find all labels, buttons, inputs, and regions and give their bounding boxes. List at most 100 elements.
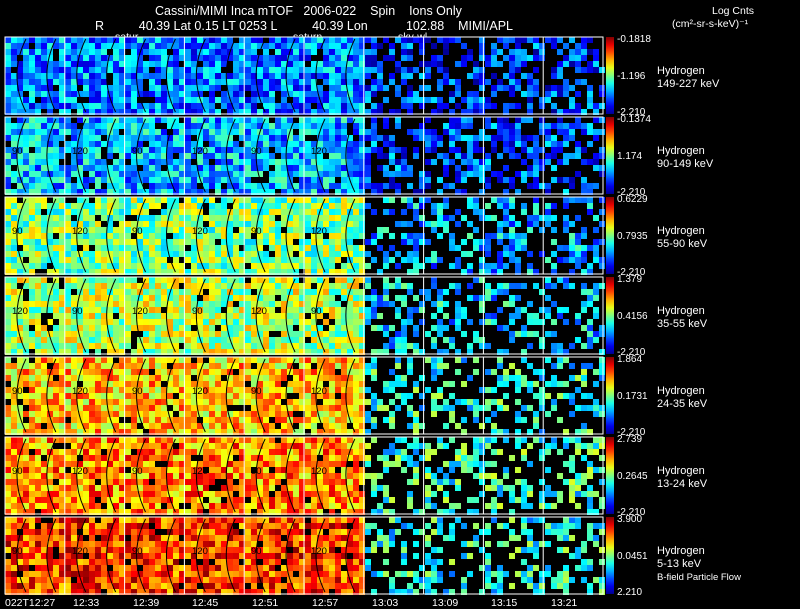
heatmap-cell — [155, 263, 161, 269]
heatmap-cell — [191, 301, 197, 307]
heatmap-cell — [65, 67, 71, 73]
heatmap-cell — [323, 117, 329, 123]
heatmap-cell — [203, 251, 209, 257]
heatmap-cell — [227, 325, 233, 331]
heatmap-cell — [455, 189, 461, 195]
heatmap-cell — [209, 123, 215, 129]
heatmap-cell — [335, 61, 341, 67]
heatmap-cell — [191, 269, 197, 275]
heatmap-cell — [71, 183, 77, 189]
heatmap-cell — [269, 189, 275, 195]
heatmap-cell — [125, 239, 131, 245]
heatmap-cell — [335, 227, 341, 233]
heatmap-cell — [389, 43, 395, 49]
heatmap-cell — [17, 189, 23, 195]
heatmap-cell — [161, 319, 167, 325]
heatmap-cell — [83, 209, 89, 215]
heatmap-cell — [413, 129, 419, 135]
heatmap-cell — [29, 277, 35, 283]
heatmap-cell — [59, 337, 65, 343]
heatmap-cell — [71, 189, 77, 195]
heatmap-cell — [35, 183, 41, 189]
heatmap-cell — [293, 135, 299, 141]
heatmap-cell — [251, 227, 257, 233]
heatmap-cell — [137, 269, 143, 275]
heatmap-cell — [77, 153, 83, 159]
heatmap-cell — [23, 245, 29, 251]
heatmap-cell — [173, 215, 179, 221]
heatmap-cell — [245, 147, 251, 153]
heatmap-cell — [17, 171, 23, 177]
heatmap-cell — [47, 295, 53, 301]
heatmap-cell — [77, 43, 83, 49]
heatmap-cell — [5, 393, 11, 399]
heatmap-cell — [281, 375, 287, 381]
heatmap-cell — [179, 123, 185, 129]
heatmap-cell — [287, 343, 293, 349]
heatmap-cell — [359, 295, 365, 301]
heatmap-cell — [299, 369, 305, 375]
heatmap-cell — [341, 337, 347, 343]
heatmap-cell — [107, 257, 113, 263]
heatmap-cell — [503, 123, 509, 129]
heatmap-cell — [233, 43, 239, 49]
heatmap-cell — [47, 301, 53, 307]
heatmap-cell — [215, 117, 221, 123]
heatmap-cell — [209, 215, 215, 221]
heatmap-cell — [269, 393, 275, 399]
heatmap-cell — [83, 109, 89, 115]
heatmap-cell — [161, 417, 167, 423]
heatmap-cell — [335, 269, 341, 275]
heatmap-cell — [221, 257, 227, 263]
heatmap-cell — [533, 49, 539, 55]
heatmap-cell — [407, 319, 413, 325]
heatmap-cell — [113, 245, 119, 251]
heatmap-cell — [95, 331, 101, 337]
heatmap-cell — [455, 61, 461, 67]
heatmap-cell — [221, 49, 227, 55]
heatmap-cell — [137, 405, 143, 411]
heatmap-cell — [101, 269, 107, 275]
heatmap-cell — [515, 257, 521, 263]
heatmap-cell — [215, 109, 221, 115]
heatmap-cell — [71, 307, 77, 313]
heatmap-cell — [35, 221, 41, 227]
heatmap-cell — [311, 257, 317, 263]
heatmap-cell — [359, 369, 365, 375]
heatmap-cell — [167, 251, 173, 257]
heatmap-cell — [437, 141, 443, 147]
heatmap-cell — [155, 417, 161, 423]
heatmap-cell — [119, 209, 125, 215]
heatmap-cell — [77, 183, 83, 189]
heatmap-cell — [341, 363, 347, 369]
heatmap-cell — [107, 177, 113, 183]
heatmap-cell — [155, 283, 161, 289]
heatmap-cell — [23, 269, 29, 275]
heatmap-cell — [581, 129, 587, 135]
heatmap-cell — [233, 183, 239, 189]
heatmap-cell — [371, 91, 377, 97]
heatmap-cell — [317, 375, 323, 381]
heatmap-cell — [83, 141, 89, 147]
heatmap-cell — [161, 251, 167, 257]
heatmap-cell — [491, 369, 497, 375]
pitch-angle-contour — [136, 198, 146, 273]
heatmap-cell — [515, 49, 521, 55]
heatmap-cell — [449, 263, 455, 269]
heatmap-cell — [461, 153, 467, 159]
heatmap-cell — [353, 289, 359, 295]
heatmap-cell — [311, 73, 317, 79]
heatmap-cell — [149, 189, 155, 195]
heatmap-cell — [383, 325, 389, 331]
heatmap-cell — [467, 269, 473, 275]
heatmap-cell — [227, 43, 233, 49]
heatmap-cell — [11, 215, 17, 221]
heatmap-cell — [365, 387, 371, 393]
heatmap-cell — [95, 417, 101, 423]
heatmap-cell — [491, 85, 497, 91]
heatmap-cell — [29, 197, 35, 203]
heatmap-cell — [59, 257, 65, 263]
heatmap-cell — [341, 177, 347, 183]
heatmap-cell — [29, 337, 35, 343]
heatmap-cell — [257, 283, 263, 289]
